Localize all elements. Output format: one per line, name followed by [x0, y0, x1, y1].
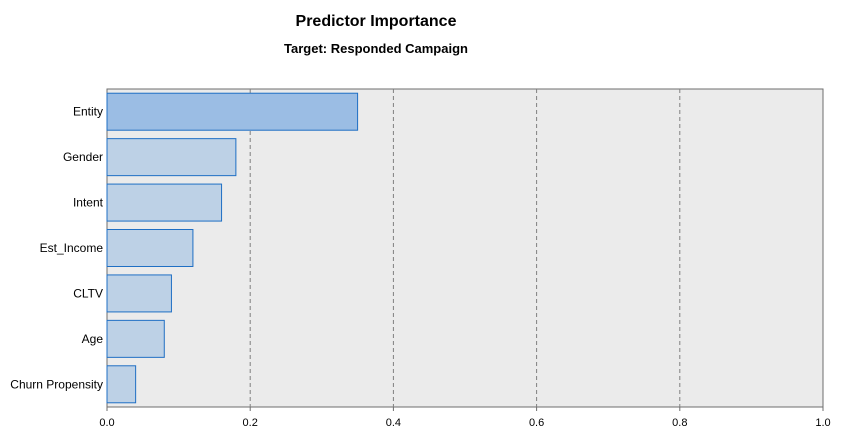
bar-age	[106, 319, 165, 358]
chart-title: Predictor Importance	[296, 13, 457, 30]
category-label: Est_Income	[40, 241, 104, 255]
grid-lines	[249, 89, 681, 407]
bar-gender	[106, 138, 237, 177]
plot-area	[106, 88, 824, 408]
x-tick-label: 1.0	[815, 417, 830, 429]
bar-intent	[106, 183, 223, 222]
bar-est-income	[106, 229, 194, 267]
category-label: CLTV	[73, 286, 103, 300]
bar-churn-propensity	[106, 365, 137, 404]
category-label: Churn Propensity	[10, 377, 103, 391]
x-tick-label: 0.8	[672, 417, 687, 429]
category-labels: Entity Gender Intent Est_Income CLTV Age Churn…	[10, 105, 103, 392]
x-tick-label: 0.0	[99, 417, 114, 429]
chart-subtitle: Target: Responded Campaign	[284, 41, 468, 56]
bar-entity	[106, 92, 359, 131]
x-tick-label: 0.2	[243, 417, 258, 429]
category-label: Age	[82, 332, 104, 346]
x-axis-ticks: 0.0 0.2 0.4 0.6 0.8 1.0	[99, 407, 831, 429]
x-tick-label: 0.4	[386, 417, 401, 429]
bar-cltv	[106, 274, 172, 313]
x-tick-label: 0.6	[529, 417, 544, 429]
category-label: Gender	[63, 150, 103, 164]
bars	[106, 92, 359, 404]
category-label: Entity	[73, 105, 103, 119]
category-label: Intent	[73, 196, 104, 210]
